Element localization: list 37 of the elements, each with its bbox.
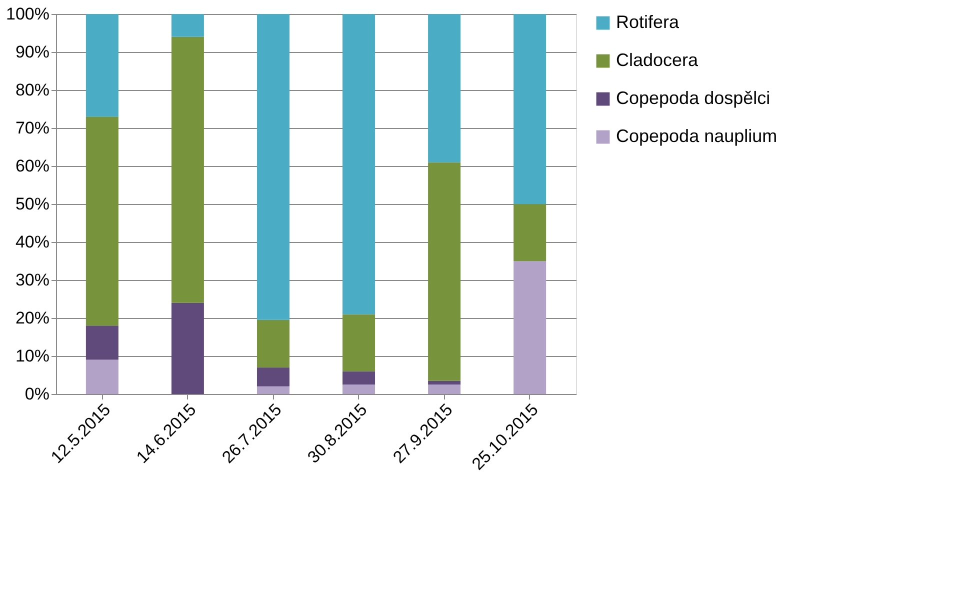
bar: [428, 162, 461, 381]
bar: [171, 14, 204, 37]
bar: [514, 204, 546, 261]
y-tick-label: 20%: [15, 308, 50, 328]
bar: [256, 386, 290, 394]
bar: [86, 360, 118, 394]
bar: [514, 261, 546, 394]
bar: [86, 326, 118, 360]
y-tick-label: 10%: [15, 346, 50, 366]
y-tick-label: 0%: [24, 384, 50, 404]
bar: [171, 302, 204, 394]
y-tick-label: 60%: [15, 156, 50, 176]
bar: [171, 36, 204, 303]
y-tick-label: 30%: [15, 270, 50, 290]
y-tick-label: 40%: [15, 232, 50, 252]
bar: [256, 320, 290, 368]
bar: [256, 367, 290, 386]
y-tick-label: 80%: [15, 80, 50, 100]
bar: [256, 14, 290, 320]
legend-label: Rotifera: [616, 12, 680, 32]
bar: [86, 14, 118, 117]
y-tick-label: 70%: [15, 118, 50, 138]
y-tick-label: 90%: [15, 42, 50, 62]
legend-label: Copepoda nauplium: [616, 126, 778, 146]
bar: [342, 371, 376, 384]
bar: [428, 384, 461, 394]
bar: [342, 384, 376, 394]
bar: [428, 14, 461, 162]
bar: [514, 14, 546, 204]
legend-label: Copepoda dospělci: [616, 88, 770, 108]
bar: [86, 116, 118, 326]
bar: [428, 380, 461, 384]
bar: [342, 314, 376, 372]
bar: [342, 14, 376, 314]
y-tick-label: 50%: [15, 194, 50, 214]
y-tick-label: 100%: [6, 4, 50, 24]
legend-label: Cladocera: [616, 50, 700, 70]
